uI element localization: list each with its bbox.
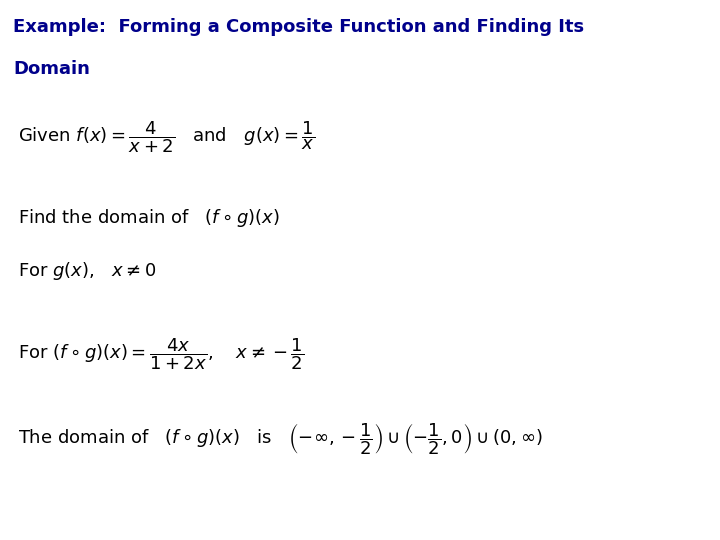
Text: Given $f(x)=\dfrac{4}{x+2}$   and   $g(x)=\dfrac{1}{x}$: Given $f(x)=\dfrac{4}{x+2}$ and $g(x)=\d… bbox=[18, 120, 315, 156]
Text: Find the domain of   $(f \circ g)(x)$: Find the domain of $(f \circ g)(x)$ bbox=[18, 207, 280, 229]
Text: Domain: Domain bbox=[13, 60, 90, 78]
Text: ALWAYS LEARNING: ALWAYS LEARNING bbox=[11, 516, 102, 525]
Text: Example:  Forming a Composite Function and Finding Its: Example: Forming a Composite Function an… bbox=[13, 18, 584, 36]
Text: Copyright © 2014, 2010, 2007 Pearson Education, Inc.: Copyright © 2014, 2010, 2007 Pearson Edu… bbox=[181, 516, 467, 525]
Text: 11: 11 bbox=[679, 514, 696, 528]
Text: The domain of   $(f \circ g)(x)$   is   $\left(-\infty,-\dfrac{1}{2}\right) \cup: The domain of $(f \circ g)(x)$ is $\left… bbox=[18, 422, 543, 457]
Text: For $(f \circ g)(x)=\dfrac{4x}{1+2x}$,    $x \neq -\dfrac{1}{2}$: For $(f \circ g)(x)=\dfrac{4x}{1+2x}$, $… bbox=[18, 337, 304, 373]
Text: PEARSON: PEARSON bbox=[590, 514, 676, 528]
Text: For $g(x)$,   $x \neq 0$: For $g(x)$, $x \neq 0$ bbox=[18, 260, 156, 282]
